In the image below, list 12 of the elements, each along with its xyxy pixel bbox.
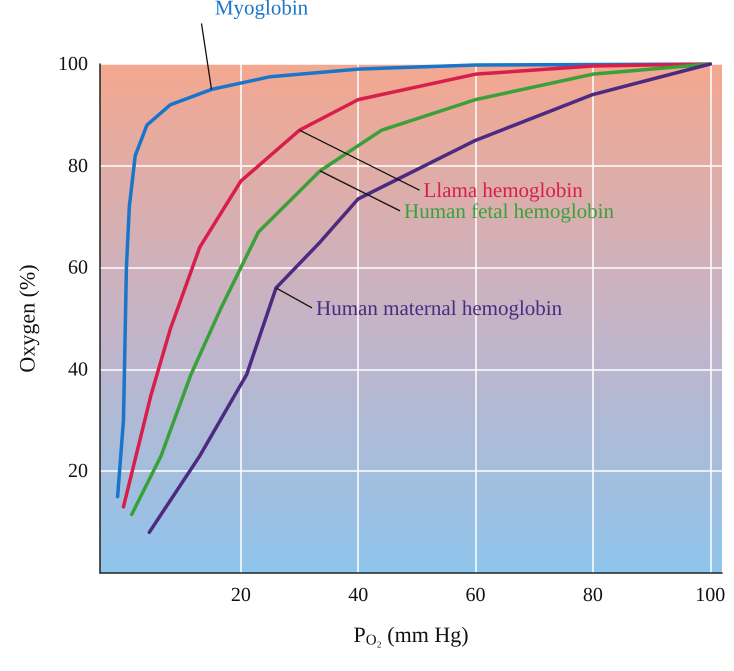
x-tick-label: 100 — [695, 584, 726, 606]
x-tick-label: 40 — [348, 584, 368, 606]
y-tick-label: 20 — [68, 460, 88, 482]
y-axis-title: Oxygen (%) — [14, 264, 40, 373]
x-tick-label: 20 — [230, 584, 251, 606]
y-tick-label: 100 — [58, 53, 88, 75]
y-tick-label: 60 — [68, 256, 88, 279]
y-tick-label: 80 — [68, 154, 88, 177]
x-tick-label: 60 — [466, 584, 486, 606]
y-tick-label: 40 — [68, 358, 88, 380]
x-tick-label: 80 — [582, 584, 603, 606]
text: Myoglobin — [214, 0, 309, 20]
